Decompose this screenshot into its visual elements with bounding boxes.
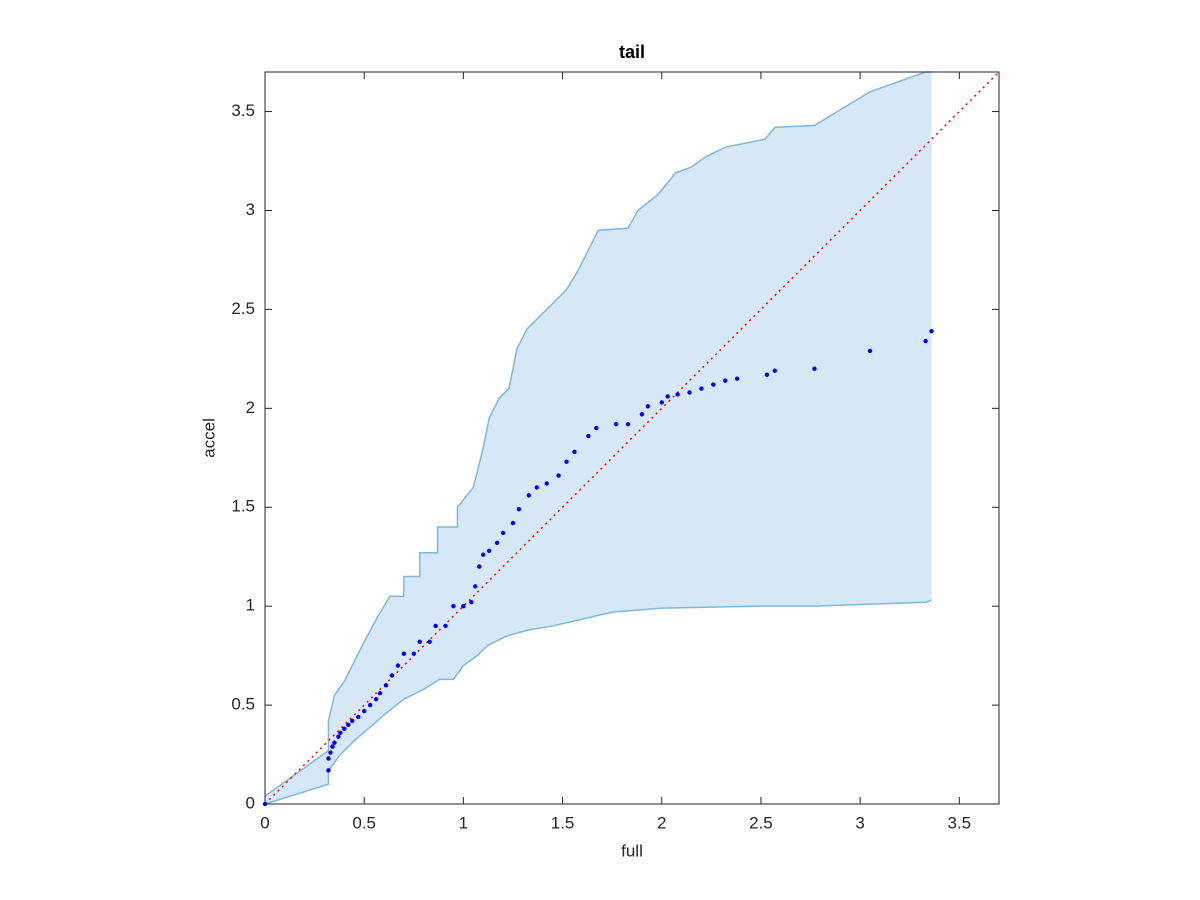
point: [526, 493, 532, 498]
point: [534, 485, 539, 490]
point: [326, 756, 331, 761]
band-fill: [265, 72, 932, 804]
point: [613, 421, 619, 427]
point: [510, 520, 516, 526]
point: [564, 459, 569, 464]
point: [433, 623, 438, 629]
point: [572, 449, 577, 455]
y-tick-label: 0: [246, 793, 255, 812]
point: [389, 673, 395, 678]
point: [812, 366, 817, 371]
point: [481, 552, 486, 557]
point: [336, 734, 341, 739]
point: [326, 768, 331, 773]
chart-title: tail: [619, 42, 645, 62]
point: [494, 540, 500, 546]
point: [338, 730, 343, 735]
point: [342, 726, 347, 732]
point: [556, 473, 561, 478]
point: [356, 714, 361, 720]
point: [639, 412, 645, 417]
point: [929, 328, 934, 334]
y-tick-label: 0.5: [231, 695, 255, 714]
point: [350, 718, 355, 724]
y-tick-label: 2: [246, 398, 255, 417]
x-tick-label: 3.5: [948, 813, 972, 832]
x-tick-label: 0: [260, 813, 269, 832]
y-tick-label: 3: [246, 200, 255, 219]
point: [469, 600, 474, 605]
point: [332, 740, 337, 745]
point: [867, 348, 873, 354]
point: [346, 722, 351, 728]
point: [477, 564, 482, 569]
point: [262, 801, 268, 807]
point: [594, 425, 599, 431]
point: [417, 639, 422, 644]
point: [377, 691, 383, 696]
point: [687, 390, 692, 395]
x-tick-label: 0.5: [352, 813, 376, 832]
point: [764, 372, 770, 377]
x-tick-label: 3: [855, 813, 864, 832]
point: [659, 400, 664, 405]
point: [401, 651, 407, 656]
y-tick-label: 2.5: [231, 299, 255, 318]
band-lower: [264, 599, 932, 805]
point: [373, 696, 379, 702]
point: [625, 421, 631, 427]
band-upper: [264, 71, 932, 797]
point: [586, 433, 591, 439]
y-tick-label: 3.5: [231, 101, 255, 120]
point: [723, 378, 728, 383]
point: [772, 368, 778, 373]
x-tick-label: 2: [657, 813, 666, 832]
point: [699, 386, 704, 391]
point: [330, 744, 335, 749]
point: [675, 392, 680, 397]
point: [427, 639, 432, 644]
point: [665, 394, 670, 399]
point: [711, 382, 716, 387]
point: [367, 702, 373, 708]
x-axis-label: full: [621, 841, 643, 860]
point: [451, 603, 456, 609]
x-tick-label: 1: [459, 813, 468, 832]
point: [645, 404, 651, 409]
y-axis-label: accel: [199, 418, 218, 458]
y-tick-label: 1.5: [231, 497, 255, 516]
point: [395, 663, 401, 668]
point: [544, 481, 549, 486]
point: [473, 584, 478, 589]
x-tick-label: 1.5: [551, 813, 575, 832]
point: [461, 603, 466, 609]
point: [443, 623, 448, 629]
point: [411, 651, 416, 656]
axes-box: [264, 71, 1000, 805]
point: [500, 530, 506, 536]
point: [486, 548, 492, 553]
point: [328, 750, 333, 755]
point: [383, 683, 389, 688]
point: [734, 376, 740, 381]
x-tick-label: 2.5: [749, 813, 773, 832]
y-tick-label: 1: [246, 596, 255, 615]
point: [361, 708, 367, 714]
point: [516, 507, 522, 512]
point: [923, 338, 928, 344]
